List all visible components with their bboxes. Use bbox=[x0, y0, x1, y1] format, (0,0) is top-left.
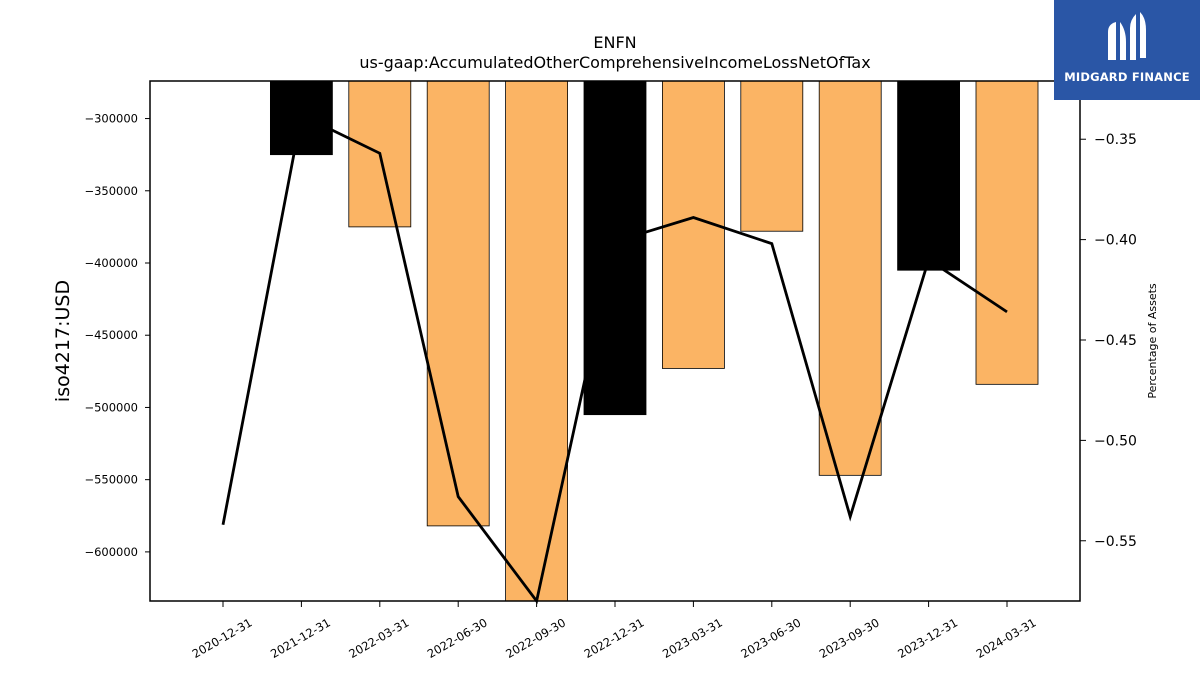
y-tick-label: −600000 bbox=[84, 545, 138, 559]
brand-logo: MIDGARD FINANCE bbox=[1054, 0, 1200, 100]
y-tick-label: −450000 bbox=[84, 328, 138, 342]
x-axis: 2020-12-31 2021-12-31 2022-03-31 2022-06-30… bbox=[190, 601, 1039, 661]
left-axis: −300000 −350000 −400000 −450000 −500000 −5500… bbox=[84, 112, 150, 559]
y-tick-label: −550000 bbox=[84, 473, 138, 487]
x-tick-label: 2021-12-31 bbox=[268, 615, 333, 661]
x-tick-label: 2023-12-31 bbox=[895, 615, 960, 661]
midgard-logo-icon bbox=[1108, 12, 1146, 60]
chart-title: ENFN bbox=[593, 33, 636, 52]
x-tick-label: 2023-06-30 bbox=[738, 615, 803, 661]
bar bbox=[975, 80, 1039, 385]
y-tick-label: −350000 bbox=[84, 184, 138, 198]
y2-tick-label: −0.45 bbox=[1094, 333, 1137, 349]
y2-tick-label: −0.35 bbox=[1094, 132, 1137, 148]
brand-name: MIDGARD FINANCE bbox=[1064, 70, 1190, 84]
right-axis: −0.35 −0.40 −0.45 −0.50 −0.55 bbox=[1080, 132, 1137, 550]
x-tick-label: 2023-09-30 bbox=[817, 615, 882, 661]
bars-group bbox=[269, 80, 1039, 602]
x-tick-label: 2020-12-31 bbox=[190, 615, 255, 661]
y-tick-label: −300000 bbox=[84, 112, 138, 126]
x-tick-label: 2022-09-30 bbox=[503, 615, 568, 661]
series-line bbox=[221, 113, 1008, 605]
x-tick-label: 2022-06-30 bbox=[425, 615, 490, 661]
y-tick-label: −500000 bbox=[84, 400, 138, 414]
bar bbox=[818, 80, 882, 476]
bar bbox=[505, 80, 569, 602]
y2-axis-label: Percentage of Assets bbox=[1146, 283, 1159, 399]
y2-tick-label: −0.40 bbox=[1094, 233, 1137, 249]
y-tick-label: −400000 bbox=[84, 256, 138, 270]
bar bbox=[740, 80, 804, 232]
x-tick-label: 2022-12-31 bbox=[582, 615, 647, 661]
bar bbox=[897, 80, 960, 271]
x-tick-label: 2024-03-31 bbox=[974, 615, 1039, 661]
bar bbox=[426, 80, 490, 527]
y-axis-label: iso4217:USD bbox=[52, 280, 74, 402]
x-tick-label: 2023-03-31 bbox=[660, 615, 725, 661]
y2-tick-label: −0.50 bbox=[1094, 433, 1137, 449]
x-tick-label: 2022-03-31 bbox=[346, 615, 411, 661]
chart-subtitle: us-gaap:AccumulatedOtherComprehensiveInc… bbox=[359, 53, 870, 72]
y2-tick-label: −0.55 bbox=[1094, 534, 1137, 550]
line-group bbox=[221, 113, 1008, 605]
